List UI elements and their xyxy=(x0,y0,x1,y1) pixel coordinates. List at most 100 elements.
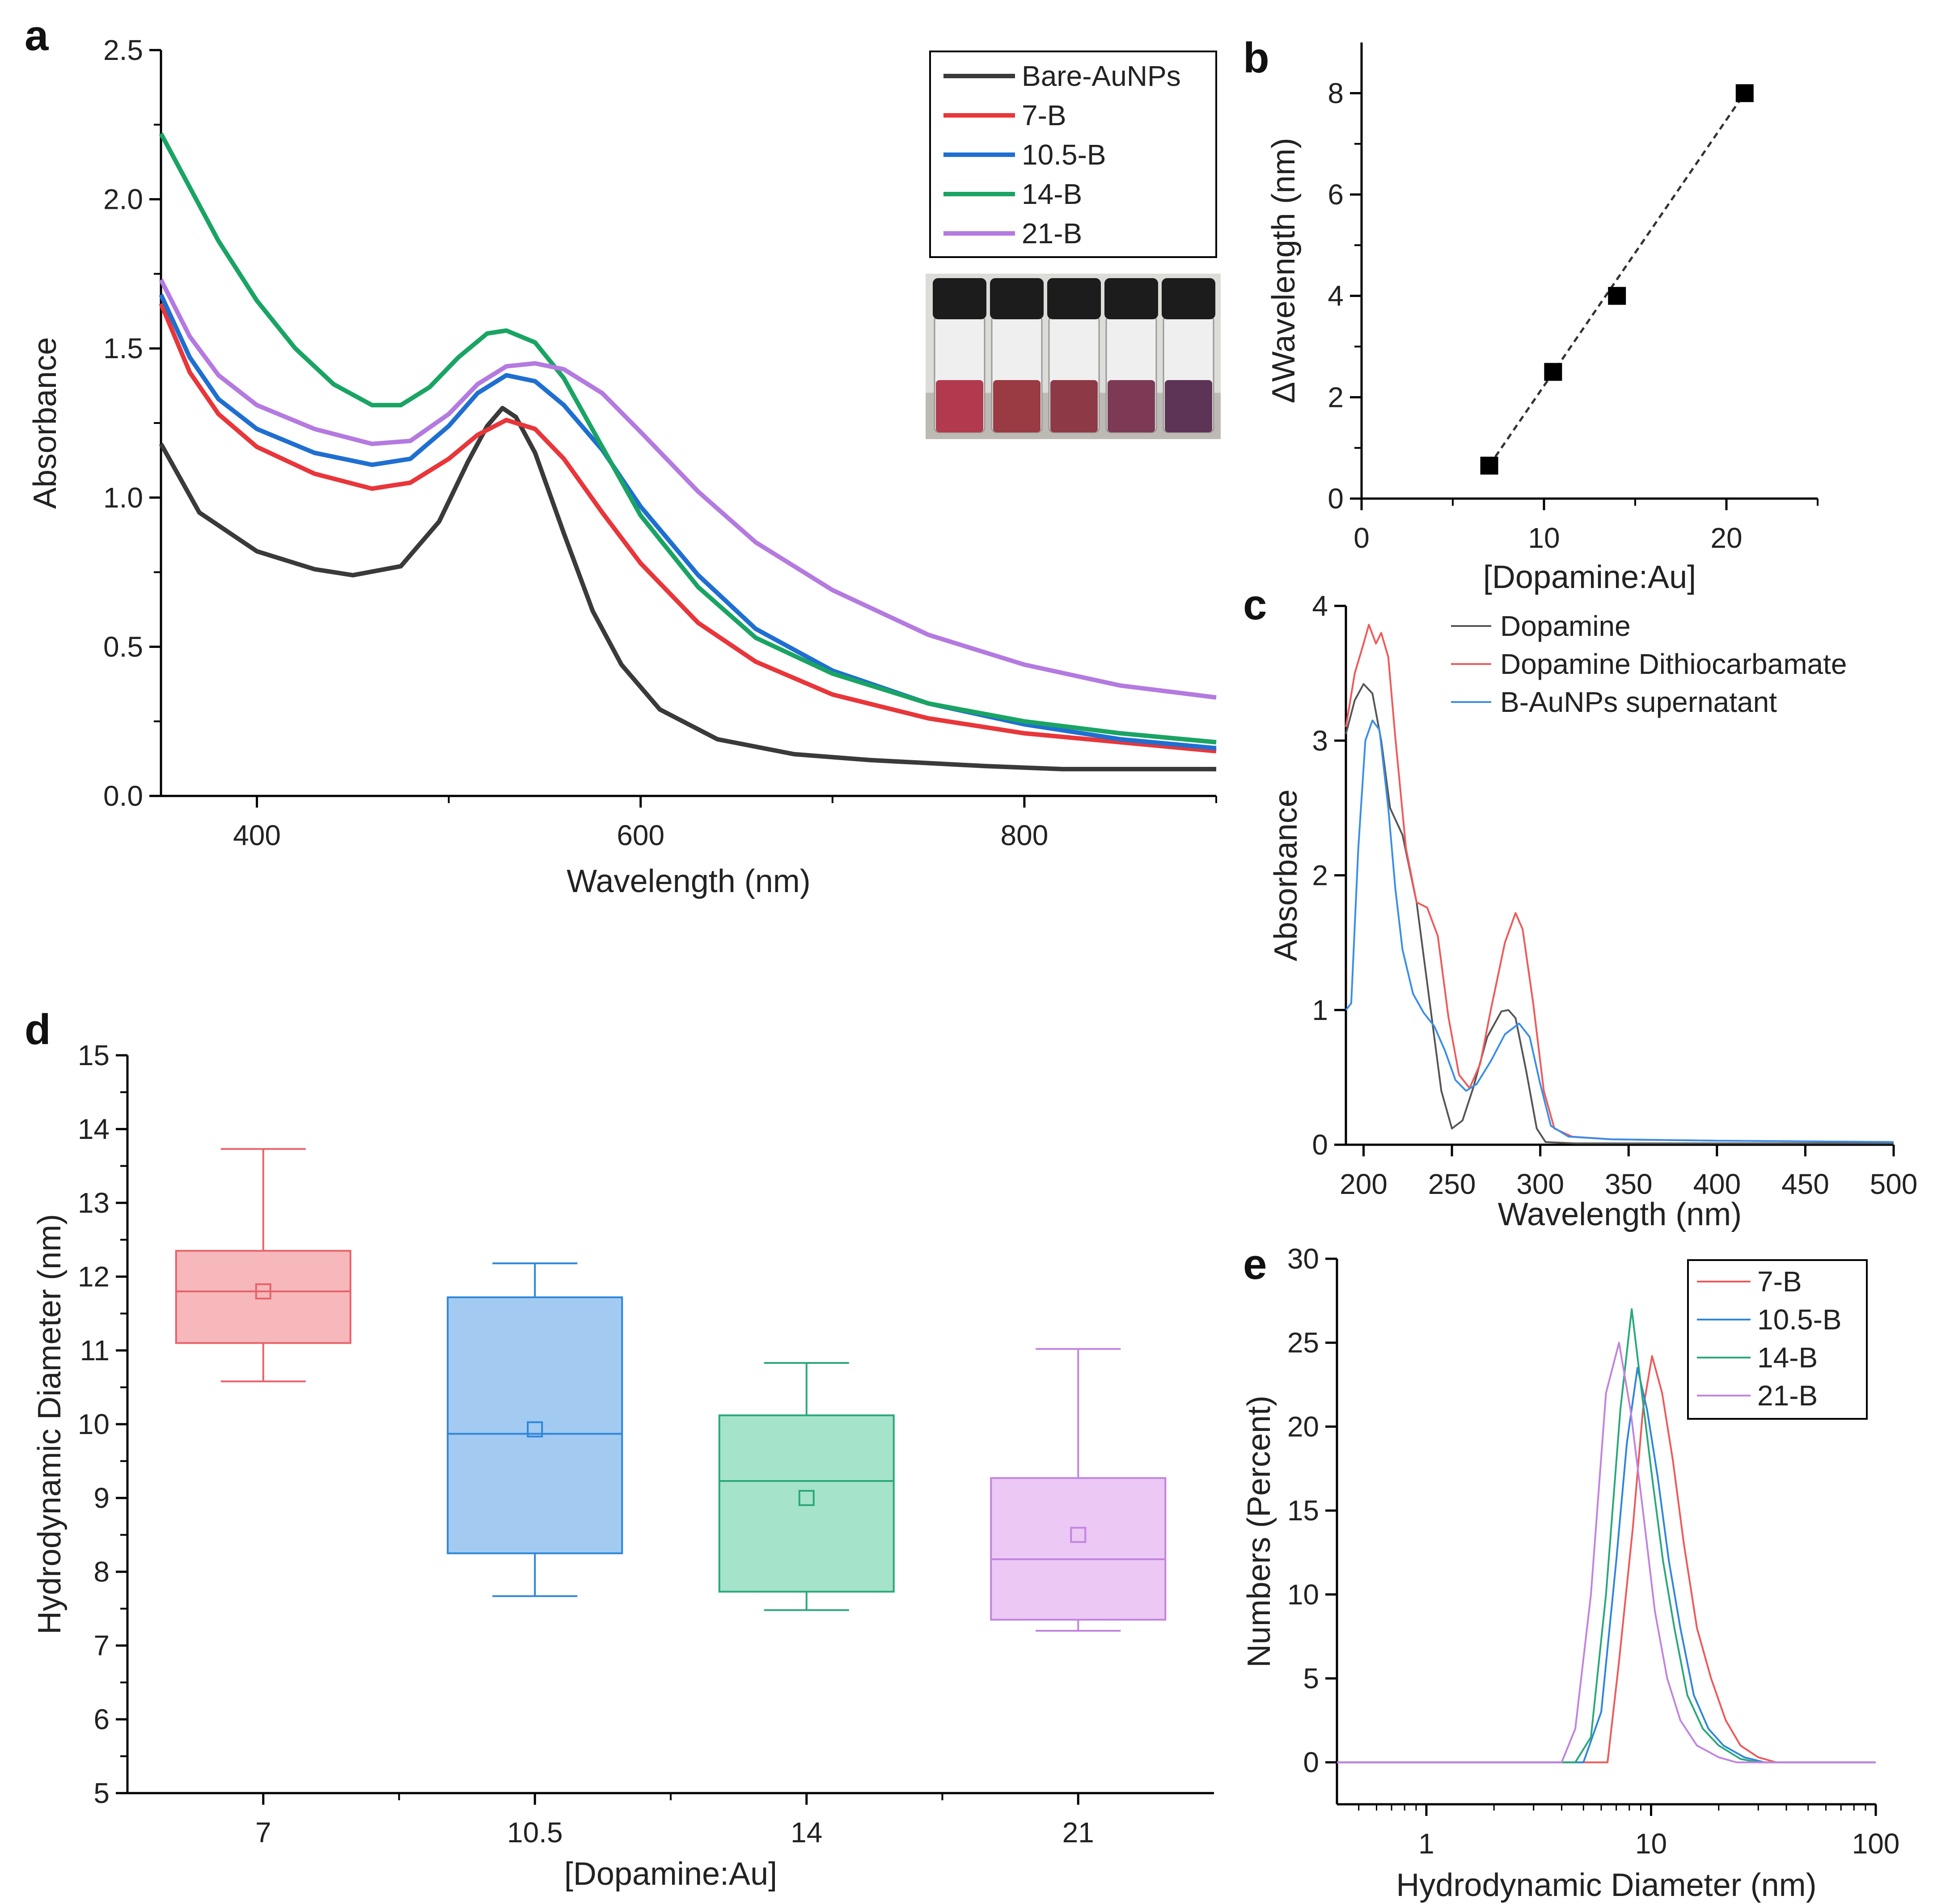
b-data-point xyxy=(1608,287,1626,305)
a-legend-label: 14-B xyxy=(1022,178,1082,210)
e-legend-label: 7-B xyxy=(1757,1265,1802,1298)
d-iqr-box xyxy=(447,1296,623,1554)
panel-letter-e: e xyxy=(1243,1240,1267,1288)
e-series-7-b xyxy=(1337,1355,1876,1764)
c-xtick-label: 250 xyxy=(1428,1168,1476,1200)
e-xtick-label: 10 xyxy=(1635,1828,1667,1860)
c-xtick-label: 350 xyxy=(1605,1168,1653,1200)
a-ytick-label: 0.5 xyxy=(103,630,143,663)
a-legend-label: 7-B xyxy=(1022,99,1066,131)
e-ytick-label: 10 xyxy=(1287,1578,1319,1611)
d-xtick-label: 10.5 xyxy=(507,1816,563,1849)
a-ytick-label: 2.0 xyxy=(103,183,143,216)
vial-cap xyxy=(1047,278,1101,319)
vials-photo-icon xyxy=(926,274,1221,439)
panel-letter-c: c xyxy=(1243,581,1267,629)
d-mean-marker xyxy=(527,1421,543,1438)
c-xtick-label: 500 xyxy=(1870,1168,1918,1200)
d-ytick-label: 13 xyxy=(78,1187,110,1219)
c-series-b-aunps-supernatant xyxy=(1345,719,1894,1143)
d-ytick-label: 10 xyxy=(78,1408,110,1440)
e-ytick-label: 15 xyxy=(1287,1494,1319,1527)
a-legend-label: 21-B xyxy=(1022,217,1082,250)
b-ytick-label: 8 xyxy=(1328,77,1344,109)
vial-liquid xyxy=(1165,380,1212,432)
d-box-21 xyxy=(990,1348,1167,1632)
panel-a-uv-vis-chart: 0.0 0.5 1.0 1.5 2.0 2.5 400 600 800 Wavelength (n… xyxy=(27,34,1221,899)
a-y-axis-title: Absorbance xyxy=(27,337,63,509)
b-xtick-label: 0 xyxy=(1354,522,1370,554)
c-xtick-label: 450 xyxy=(1781,1168,1829,1200)
e-series-14-b xyxy=(1337,1308,1876,1764)
panel-letter-a: a xyxy=(25,12,49,59)
vial-cap xyxy=(933,278,986,319)
e-ytick-label: 20 xyxy=(1287,1410,1319,1443)
e-xtick-label: 100 xyxy=(1852,1828,1900,1860)
d-box-10.5 xyxy=(447,1262,623,1597)
vial-cap xyxy=(990,278,1044,319)
b-x-axis-title: [Dopamine:Au] xyxy=(1483,559,1696,595)
d-ytick-label: 14 xyxy=(78,1113,110,1145)
a-xtick-label: 800 xyxy=(1001,819,1049,851)
e-series-21-b xyxy=(1337,1341,1876,1764)
e-legend-label: 10.5-B xyxy=(1757,1303,1842,1336)
a-xtick-label: 400 xyxy=(233,819,281,851)
d-xtick-label: 14 xyxy=(791,1816,822,1849)
vial-liquid xyxy=(936,380,983,432)
e-legend-label: 21-B xyxy=(1757,1379,1818,1412)
c-series-dopamine-dithiocarbamate xyxy=(1345,624,1894,1143)
b-ytick-label: 2 xyxy=(1328,381,1344,413)
d-iqr-box xyxy=(990,1477,1167,1621)
e-legend-label: 14-B xyxy=(1757,1341,1818,1374)
a-ytick-label: 1.0 xyxy=(103,482,143,514)
d-xtick-label: 7 xyxy=(255,1816,271,1849)
b-data-point xyxy=(1735,84,1754,102)
d-mean-marker xyxy=(1070,1527,1087,1543)
d-ytick-label: 15 xyxy=(78,1039,110,1071)
c-legend-label: Dopamine xyxy=(1500,610,1631,642)
d-x-axis-title: [Dopamine:Au] xyxy=(564,1856,777,1892)
c-legend-label: Dopamine Dithiocarbamate xyxy=(1500,648,1847,680)
e-y-axis-title: Numbers (Percent) xyxy=(1241,1396,1277,1667)
b-y-axis-title: ΔWavelength (nm) xyxy=(1266,138,1302,403)
a-ytick-label: 2.5 xyxy=(103,34,143,66)
d-mean-marker xyxy=(798,1490,815,1506)
c-xtick-label: 400 xyxy=(1693,1168,1741,1200)
d-ytick-label: 8 xyxy=(93,1556,110,1588)
a-xtick-label: 600 xyxy=(617,819,664,851)
e-ytick-label: 30 xyxy=(1287,1243,1319,1275)
e-legend-box xyxy=(1687,1259,1868,1420)
a-legend-label: 10.5-B xyxy=(1022,139,1106,171)
d-iqr-box xyxy=(175,1250,351,1344)
panel-letter-d: d xyxy=(25,1006,51,1054)
c-ytick-label: 0 xyxy=(1312,1129,1328,1161)
d-ytick-label: 6 xyxy=(93,1703,110,1735)
panel-e-dls-chart: 0 5 10 15 20 25 30 1 10 100 Hydrodynamic Diameter … xyxy=(1241,1243,1899,1903)
e-ytick-label: 25 xyxy=(1287,1327,1319,1359)
c-y-axis-title: Absorbance xyxy=(1268,789,1304,961)
c-ytick-label: 4 xyxy=(1312,590,1328,622)
c-x-axis-title: Wavelength (nm) xyxy=(1498,1197,1742,1232)
vial-liquid xyxy=(1050,380,1098,432)
d-ytick-label: 11 xyxy=(80,1334,110,1367)
b-data-point xyxy=(1480,457,1498,475)
b-fit-line xyxy=(1488,92,1746,466)
b-ytick-label: 6 xyxy=(1328,178,1344,211)
a-legend-label: Bare-AuNPs xyxy=(1022,60,1181,92)
panel-letter-b: b xyxy=(1243,34,1269,82)
b-xtick-label: 20 xyxy=(1710,522,1742,554)
c-ytick-label: 1 xyxy=(1312,994,1328,1026)
e-ytick-label: 0 xyxy=(1303,1746,1319,1778)
c-xtick-label: 300 xyxy=(1516,1168,1564,1200)
d-ytick-label: 7 xyxy=(93,1629,110,1662)
b-ytick-label: 4 xyxy=(1328,280,1344,312)
vial-liquid xyxy=(993,380,1041,432)
d-ytick-label: 9 xyxy=(93,1482,110,1514)
d-mean-marker xyxy=(255,1283,271,1299)
c-ytick-label: 3 xyxy=(1312,724,1328,757)
a-series-bare-aunps xyxy=(159,406,1216,771)
a-series-7-b xyxy=(159,303,1217,753)
a-series-14-b xyxy=(159,132,1217,745)
vial-cap xyxy=(1104,278,1158,319)
b-ytick-label: 0 xyxy=(1328,482,1344,515)
